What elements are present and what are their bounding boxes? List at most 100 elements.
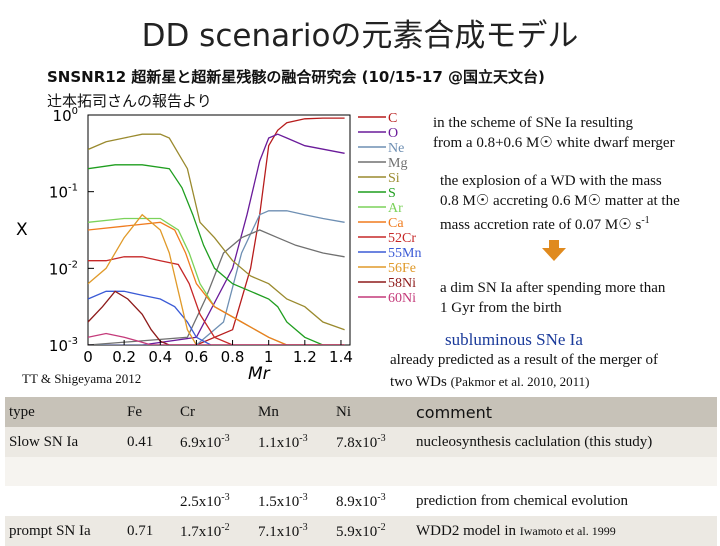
cell-cr: 2.5x10-3 xyxy=(180,491,230,510)
series-line-si xyxy=(88,133,345,331)
legend-label: O xyxy=(388,126,398,141)
series-line-o xyxy=(88,133,345,345)
table-row: Slow SN Ia 0.41 6.9x10-3 1.1x10-3 7.8x10… xyxy=(5,427,717,457)
legend-label: Mg xyxy=(388,156,407,171)
cell-fe xyxy=(123,486,176,516)
cell-type: prompt SN Ia xyxy=(9,522,91,539)
table-row: 2.5x10-3 1.5x10-3 8.9x10-3 prediction fr… xyxy=(5,486,717,516)
x-axis-label: Mr xyxy=(248,364,271,384)
legend-label: Ar xyxy=(388,201,403,216)
cell-comment xyxy=(412,457,717,486)
cell-mn: 7.1x10-3 xyxy=(258,521,308,540)
scheme-note: in the scheme of SNe Ia resulting from a… xyxy=(433,113,675,153)
cell-ni: 8.9x10-3 xyxy=(336,491,386,510)
y-tick-label: 10-3 xyxy=(49,336,78,355)
merger-line-1: already predicted as a result of the mer… xyxy=(390,352,658,368)
cell-type: Slow SN Ia xyxy=(9,433,79,450)
dim-line-2: 1 Gyr from the birth xyxy=(440,300,562,316)
abundance-chart: 0 0.2 0.4 0.6 0.8 1 1.2 1.4 100 10-1 10-2 10-3 CONe… xyxy=(16,106,432,384)
cell-ni: 7.8x10-3 xyxy=(336,432,386,451)
cell-cr: 1.7x10-2 xyxy=(180,521,230,540)
legend-label: Ne xyxy=(388,141,404,156)
header-ni: Ni xyxy=(336,403,351,420)
plot-credit: TT & Shigeyama 2012 xyxy=(22,371,142,386)
legend-label: C xyxy=(388,111,397,126)
explosion-line-1: the explosion of a WD with the mass xyxy=(440,173,662,189)
down-arrow-icon xyxy=(542,240,566,261)
series-line-ar xyxy=(88,217,345,345)
cell-type xyxy=(5,457,123,486)
series-layer xyxy=(88,117,345,345)
comparison-table: type Fe Cr Mn Ni comment Slow SN Ia 0.41… xyxy=(5,397,717,546)
page-title: DD scenarioの元素合成モデル xyxy=(141,18,579,54)
x-tick-label: 0.2 xyxy=(112,348,136,366)
cell-comment: WDD2 model in Iwamoto et al. 1999 xyxy=(416,522,616,539)
legend-label: 55Mn xyxy=(388,246,421,261)
x-tick-label: 1.2 xyxy=(293,348,317,366)
dim-line-1: a dim SN Ia after spending more than xyxy=(440,280,666,296)
legend-label: S xyxy=(388,186,396,201)
cell-cr xyxy=(176,457,254,486)
series-line-52cr xyxy=(88,256,345,345)
table-row xyxy=(5,457,717,486)
scheme-line-2: from a 0.8+0.6 M☉ white dwarf merger xyxy=(433,135,675,151)
header-type: type xyxy=(9,403,35,420)
tick-layer: 0 0.2 0.4 0.6 0.8 1 1.2 1.4 100 10-1 10-2 10-3 xyxy=(49,106,353,366)
cell-type xyxy=(5,486,123,516)
y-axis-label: X xyxy=(16,220,28,240)
cell-mn: 1.5x10-3 xyxy=(258,491,308,510)
explosion-note: the explosion of a WD with the mass 0.8 … xyxy=(440,171,680,235)
x-tick-label: 0.8 xyxy=(221,348,245,366)
header-mn: Mn xyxy=(258,403,279,420)
cell-fe xyxy=(123,457,176,486)
series-line-55mn xyxy=(88,290,345,345)
header-comment: comment xyxy=(416,402,493,422)
legend-label: 56Fe xyxy=(388,261,416,276)
merger-line-2: two WDs (Pakmor et al. 2010, 2011) xyxy=(390,371,658,393)
cell-mn xyxy=(254,457,332,486)
plot-frame xyxy=(87,114,351,346)
workshop-line: SNSNR12 超新星と超新星残骸の融合研究会 (10/15-17 @国立天文台… xyxy=(47,68,545,86)
series-line-58ni xyxy=(88,290,345,345)
merger-line-2-text: two WDs xyxy=(390,374,447,390)
series-line-56fe xyxy=(88,213,345,345)
table-row: prompt SN Ia 0.71 1.7x10-2 7.1x10-3 5.9x… xyxy=(5,516,717,546)
cell-fe: 0.41 xyxy=(127,433,154,450)
cell-fe: 0.71 xyxy=(127,522,154,539)
x-tick-label: 0 xyxy=(83,348,93,366)
x-tick-label: 0.6 xyxy=(184,348,208,366)
y-tick-label: 100 xyxy=(53,106,78,125)
subluminous-heading: subluminous SNe Ia xyxy=(445,330,583,349)
scheme-line-1: in the scheme of SNe Ia resulting xyxy=(433,115,633,131)
legend-label: Si xyxy=(388,171,400,186)
header-cr: Cr xyxy=(180,403,195,420)
x-tick-label: 0.4 xyxy=(148,348,172,366)
explosion-line-3: mass accretion rate of 0.07 M☉ s-1 xyxy=(440,211,680,235)
legend-box xyxy=(352,108,432,318)
cell-cr: 6.9x10-3 xyxy=(180,432,230,451)
y-tick-label: 10-2 xyxy=(49,259,78,278)
series-line-ne xyxy=(88,210,345,345)
cell-ni: 5.9x10-2 xyxy=(336,521,386,540)
series-line-mg xyxy=(88,229,345,345)
header-fe: Fe xyxy=(127,403,142,420)
legend-label: 60Ni xyxy=(388,291,416,306)
cell-comment: nucleosynthesis caclulation (this study) xyxy=(416,433,653,450)
series-line-c xyxy=(88,117,345,345)
explosion-line-3-exp: -1 xyxy=(641,215,650,226)
series-line-ca xyxy=(88,221,345,345)
x-tick-label: 1 xyxy=(264,348,274,366)
explosion-line-3-text: mass accretion rate of 0.07 M☉ s xyxy=(440,217,642,233)
legend-label: Ca xyxy=(388,216,404,231)
credit-line: 辻本拓司さんの報告より xyxy=(47,92,212,110)
series-line-s xyxy=(88,164,345,345)
cell-mn: 1.1x10-3 xyxy=(258,432,308,451)
merger-note: already predicted as a result of the mer… xyxy=(390,350,658,393)
legend-label: 52Cr xyxy=(388,231,416,246)
cell-comment: prediction from chemical evolution xyxy=(416,492,629,509)
merger-ref: (Pakmor et al. 2010, 2011) xyxy=(450,374,590,389)
series-line-60ni xyxy=(88,332,345,345)
table-header-row: type Fe Cr Mn Ni comment xyxy=(5,397,717,427)
dim-note: a dim SN Ia after spending more than 1 G… xyxy=(440,278,665,318)
